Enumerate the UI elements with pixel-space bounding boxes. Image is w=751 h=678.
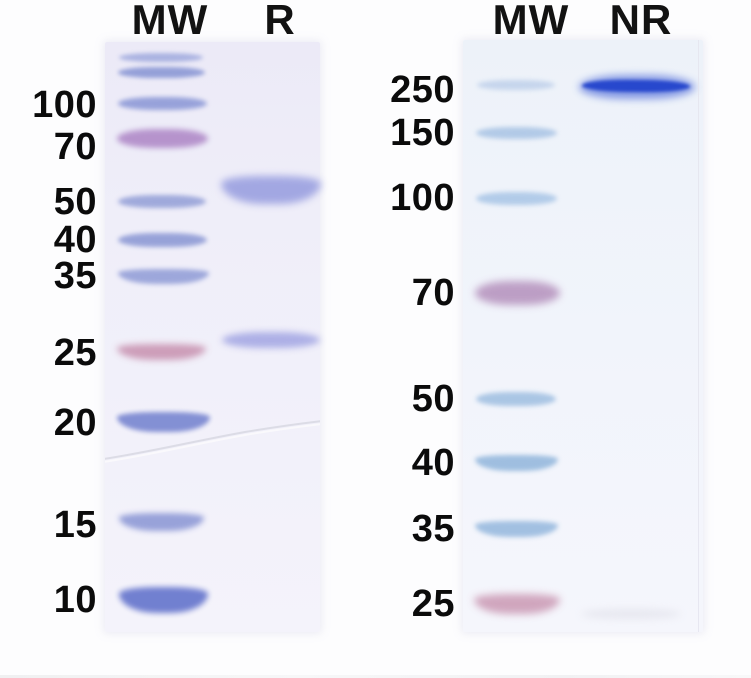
ladder-band-100kda — [476, 191, 557, 205]
marker-label-10: 10 — [53, 579, 97, 621]
ladder-band-35kda — [118, 268, 209, 284]
ladder-band-10kda — [119, 587, 208, 613]
ladder-band-15kda — [119, 513, 204, 531]
ladder-band-40kda — [475, 455, 558, 471]
marker-label-35: 35 — [53, 255, 97, 297]
gel-reduced — [105, 42, 321, 632]
ladder-band-50kda — [476, 392, 556, 406]
marker-label-35: 35 — [411, 508, 455, 550]
sample-band-55kda — [221, 176, 321, 204]
ladder-band-40kda — [118, 233, 207, 247]
ladder-band-100kda — [118, 96, 207, 110]
sample-band-25kda — [581, 609, 681, 619]
marker-label-50: 50 — [53, 181, 97, 223]
marker-label-100: 100 — [390, 177, 455, 219]
marker-label-20: 20 — [53, 402, 97, 444]
ladder-band-50kda — [118, 194, 206, 208]
ladder-band-70kda — [475, 281, 560, 305]
marker-label-70: 70 — [411, 272, 455, 314]
marker-label-50: 50 — [411, 378, 455, 420]
lane-header-mw: MW — [131, 0, 209, 43]
ladder-band-250kda — [119, 52, 203, 62]
lane-header-nr: NR — [609, 0, 673, 43]
marker-label-40: 40 — [411, 442, 455, 484]
marker-label-25: 25 — [53, 332, 97, 374]
ladder-band-150kda — [118, 66, 205, 78]
ladder-band-25kda — [117, 344, 206, 360]
gel-nonreduced — [463, 40, 703, 632]
ladder-band-70kda — [117, 128, 208, 148]
ladder-band-25kda — [474, 594, 560, 614]
ladder-band-20kda — [117, 412, 210, 432]
lane-header-mw: MW — [492, 0, 570, 43]
photo-bottom-edge — [0, 675, 751, 678]
ladder-band-250kda — [477, 80, 555, 90]
marker-label-15: 15 — [53, 504, 97, 546]
marker-label-70: 70 — [53, 126, 97, 168]
marker-label-25: 25 — [411, 583, 455, 625]
marker-label-250: 250 — [390, 69, 455, 111]
marker-label-40: 40 — [53, 219, 97, 261]
ladder-band-150kda — [476, 127, 557, 139]
ladder-band-35kda — [475, 521, 558, 537]
marker-label-150: 150 — [390, 112, 455, 154]
lane-header-r: R — [264, 0, 296, 43]
marker-label-100: 100 — [32, 84, 97, 126]
sample-band-27kda — [222, 332, 320, 348]
